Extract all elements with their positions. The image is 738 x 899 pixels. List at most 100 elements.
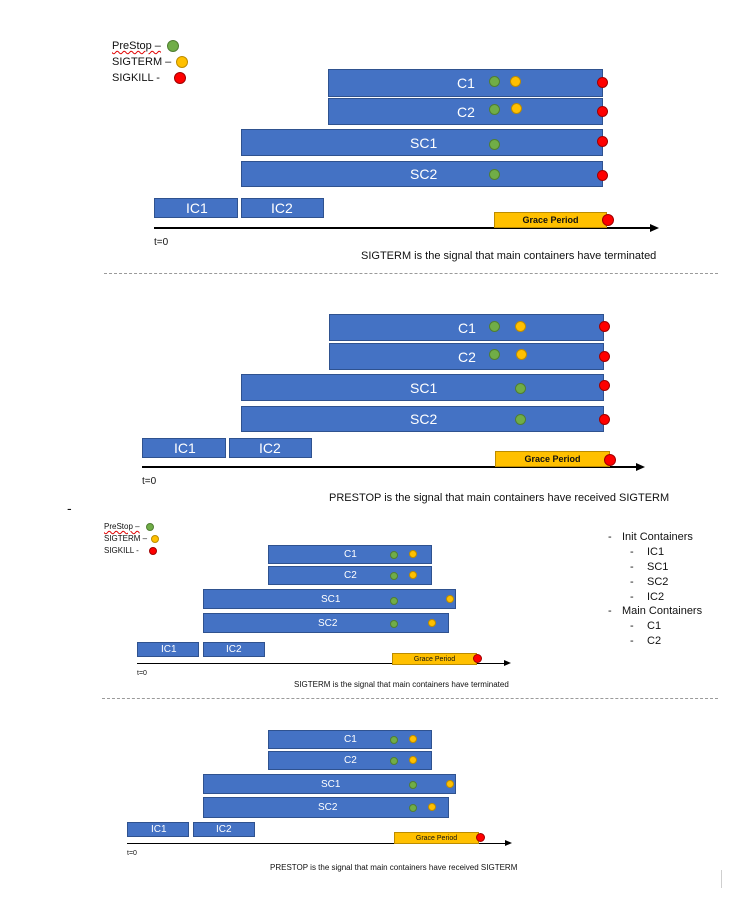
dash-marker: - bbox=[67, 500, 72, 516]
grace-period-box: Grace Period bbox=[494, 212, 607, 228]
sigkill-dot bbox=[604, 454, 616, 466]
bar-ic1: IC1 bbox=[127, 822, 189, 837]
sigterm-dot bbox=[516, 349, 527, 360]
bar-c2: C2 bbox=[268, 566, 432, 585]
timeline-axis bbox=[154, 227, 650, 229]
sigterm-dot bbox=[409, 571, 417, 579]
bar-c2: C2 bbox=[329, 343, 604, 370]
bar-ic1: IC1 bbox=[154, 198, 238, 218]
separator bbox=[104, 273, 718, 274]
list-item: - IC1 bbox=[630, 546, 665, 558]
bar-ic1: IC1 bbox=[137, 642, 199, 657]
sigterm-dot bbox=[409, 735, 417, 743]
legend-sigterm: SIGTERM – bbox=[104, 534, 160, 543]
arrow-head-icon bbox=[504, 660, 511, 666]
bar-c1: C1 bbox=[329, 314, 604, 341]
legend-sigterm: SIGTERM – bbox=[112, 56, 189, 68]
bar-c1: C1 bbox=[268, 730, 432, 749]
sigterm-dot bbox=[515, 321, 526, 332]
list-item: - IC2 bbox=[630, 591, 665, 603]
sigterm-dot bbox=[446, 780, 454, 788]
prestop-dot bbox=[489, 104, 500, 115]
sigkill-dot bbox=[602, 214, 614, 226]
sigterm-dot bbox=[446, 595, 454, 603]
legend-sigkill: SIGKILL - bbox=[112, 72, 186, 84]
legend-prestop: PreStop – bbox=[112, 40, 179, 52]
bar-sc2: SC2 bbox=[241, 406, 604, 432]
bar-sc1: SC1 bbox=[203, 589, 456, 609]
timeline-axis bbox=[142, 466, 636, 468]
main-containers-item: - Main Containers bbox=[608, 605, 703, 617]
init-containers-item: - Init Containers bbox=[608, 531, 693, 543]
legend-prestop: PreStop – bbox=[104, 522, 154, 531]
prestop-dot bbox=[390, 597, 398, 605]
sigkill-dot bbox=[599, 321, 610, 332]
separator bbox=[102, 698, 718, 699]
bar-ic2: IC2 bbox=[203, 642, 265, 657]
sigkill-dot bbox=[599, 414, 610, 425]
bar-sc2: SC2 bbox=[203, 613, 449, 633]
bar-sc2: SC2 bbox=[241, 161, 603, 187]
caption: SIGTERM is the signal that main containe… bbox=[294, 680, 509, 689]
bar-ic2: IC2 bbox=[193, 822, 255, 837]
legend-sigkill: SIGKILL - bbox=[104, 546, 157, 555]
sigterm-dot bbox=[510, 76, 521, 87]
sigkill-dot bbox=[473, 654, 482, 663]
timeline-axis bbox=[127, 843, 505, 844]
arrow-head-icon bbox=[505, 840, 512, 846]
prestop-dot bbox=[489, 349, 500, 360]
time-zero-label: t=0 bbox=[127, 850, 137, 857]
green-dot-icon bbox=[166, 40, 179, 52]
green-dot-icon bbox=[145, 522, 154, 531]
yellow-dot-icon bbox=[151, 534, 160, 543]
bar-c1: C1 bbox=[328, 69, 603, 97]
arrow-head-icon bbox=[650, 224, 659, 232]
sigkill-dot bbox=[597, 136, 608, 147]
bar-sc1: SC1 bbox=[203, 774, 456, 794]
prestop-dot bbox=[489, 321, 500, 332]
list-item: - C1 bbox=[630, 620, 662, 632]
list-item: - C2 bbox=[630, 635, 662, 647]
bar-c2: C2 bbox=[268, 751, 432, 770]
prestop-dot bbox=[409, 804, 417, 812]
prestop-dot bbox=[515, 414, 526, 425]
yellow-dot-icon bbox=[176, 56, 189, 68]
prestop-dot bbox=[390, 572, 398, 580]
prestop-dot bbox=[390, 736, 398, 744]
prestop-dot bbox=[409, 781, 417, 789]
bar-sc2: SC2 bbox=[203, 797, 449, 818]
red-dot-icon bbox=[173, 72, 186, 84]
sigkill-dot bbox=[597, 77, 608, 88]
time-zero-label: t=0 bbox=[154, 237, 169, 248]
sigkill-dot bbox=[597, 170, 608, 181]
prestop-dot bbox=[390, 620, 398, 628]
sigterm-dot bbox=[428, 803, 436, 811]
time-zero-label: t=0 bbox=[142, 476, 157, 487]
time-zero-label: t=0 bbox=[137, 670, 147, 677]
bar-ic1: IC1 bbox=[142, 438, 226, 458]
red-dot-icon bbox=[148, 546, 157, 555]
bar-c1: C1 bbox=[268, 545, 432, 564]
sigkill-dot bbox=[476, 833, 485, 842]
prestop-dot bbox=[390, 551, 398, 559]
prestop-dot bbox=[390, 757, 398, 765]
bar-c2: C2 bbox=[328, 98, 603, 125]
caption: PRESTOP is the signal that main containe… bbox=[270, 863, 518, 872]
prestop-dot bbox=[489, 76, 500, 87]
sigterm-dot bbox=[409, 550, 417, 558]
sigterm-dot bbox=[511, 103, 522, 114]
prestop-dot bbox=[489, 139, 500, 150]
divider bbox=[721, 870, 722, 888]
timeline-axis bbox=[137, 663, 504, 664]
bar-sc1: SC1 bbox=[241, 374, 604, 401]
grace-period-box: Grace Period bbox=[394, 832, 479, 844]
sigkill-dot bbox=[597, 106, 608, 117]
sigterm-dot bbox=[409, 756, 417, 764]
list-item: - SC1 bbox=[630, 561, 669, 573]
prestop-dot bbox=[489, 169, 500, 180]
grace-period-box: Grace Period bbox=[392, 653, 477, 665]
sigkill-dot bbox=[599, 380, 610, 391]
bar-ic2: IC2 bbox=[241, 198, 324, 218]
prestop-dot bbox=[515, 383, 526, 394]
bar-sc1: SC1 bbox=[241, 129, 603, 156]
